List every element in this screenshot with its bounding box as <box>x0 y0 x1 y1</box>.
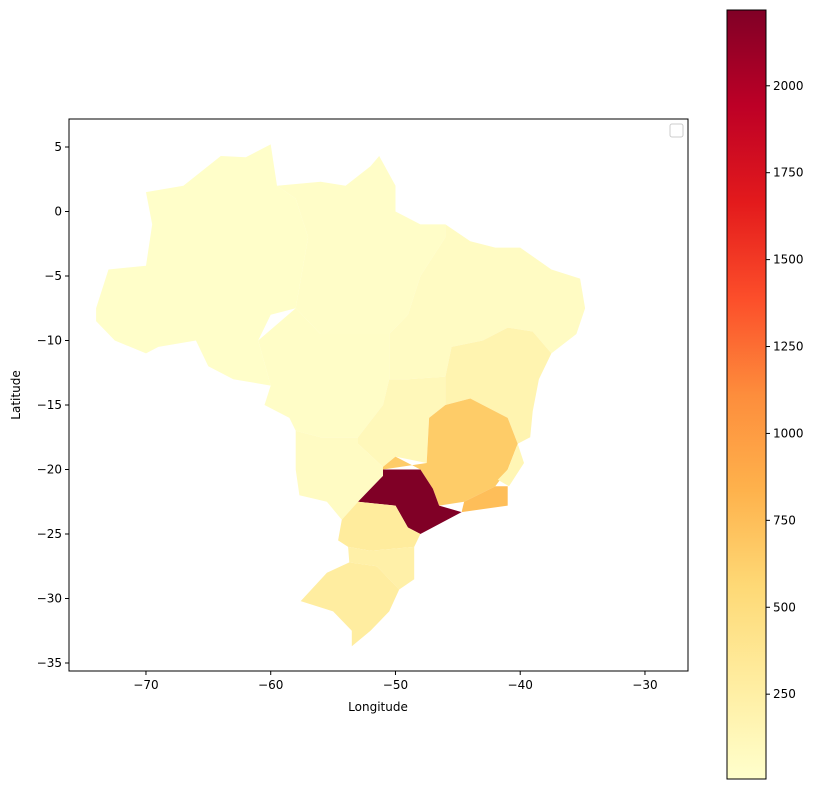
x-tick-label: −40 <box>508 678 533 692</box>
colorbar-tick-label: 500 <box>773 600 796 614</box>
y-tick-label: −5 <box>44 269 62 283</box>
y-tick-label: −20 <box>37 462 62 476</box>
region <box>338 501 421 551</box>
colorbar-tick-label: 1000 <box>773 426 804 440</box>
legend-box <box>669 123 684 138</box>
y-tick-label: −35 <box>37 656 62 670</box>
region <box>300 562 400 647</box>
y-tick-label: 5 <box>54 140 62 154</box>
region <box>348 546 415 590</box>
y-tick-label: −10 <box>37 333 62 347</box>
region <box>96 144 309 386</box>
x-tick-label: −50 <box>383 678 408 692</box>
region <box>389 224 586 380</box>
region <box>277 156 446 334</box>
colorbar-tick-label: 1250 <box>773 340 804 354</box>
colorbar-tick-label: 1500 <box>773 253 804 267</box>
x-tick-label: −60 <box>258 678 283 692</box>
colorbar <box>726 9 767 780</box>
x-tick-label: −30 <box>632 678 657 692</box>
region <box>461 486 508 513</box>
region <box>358 469 462 534</box>
y-tick-label: −15 <box>37 398 62 412</box>
colorbar-tick-label: 1750 <box>773 166 804 180</box>
y-axis-label: Latitude <box>9 370 23 419</box>
region <box>295 430 383 520</box>
colorbar-tick-label: 2000 <box>773 79 804 93</box>
region <box>358 376 446 467</box>
region <box>258 308 390 438</box>
y-tick-label: −30 <box>37 592 62 606</box>
y-tick-label: 0 <box>54 204 62 218</box>
region <box>497 443 524 487</box>
colorbar-tick-label: 250 <box>773 687 796 701</box>
y-tick-label: −25 <box>37 527 62 541</box>
plot-frame <box>68 118 689 672</box>
region <box>383 398 518 506</box>
x-axis-label: Longitude <box>348 700 408 714</box>
x-tick-label: −70 <box>133 678 158 692</box>
colorbar-tick-label: 750 <box>773 513 796 527</box>
map-regions <box>96 144 586 647</box>
region <box>445 327 552 444</box>
